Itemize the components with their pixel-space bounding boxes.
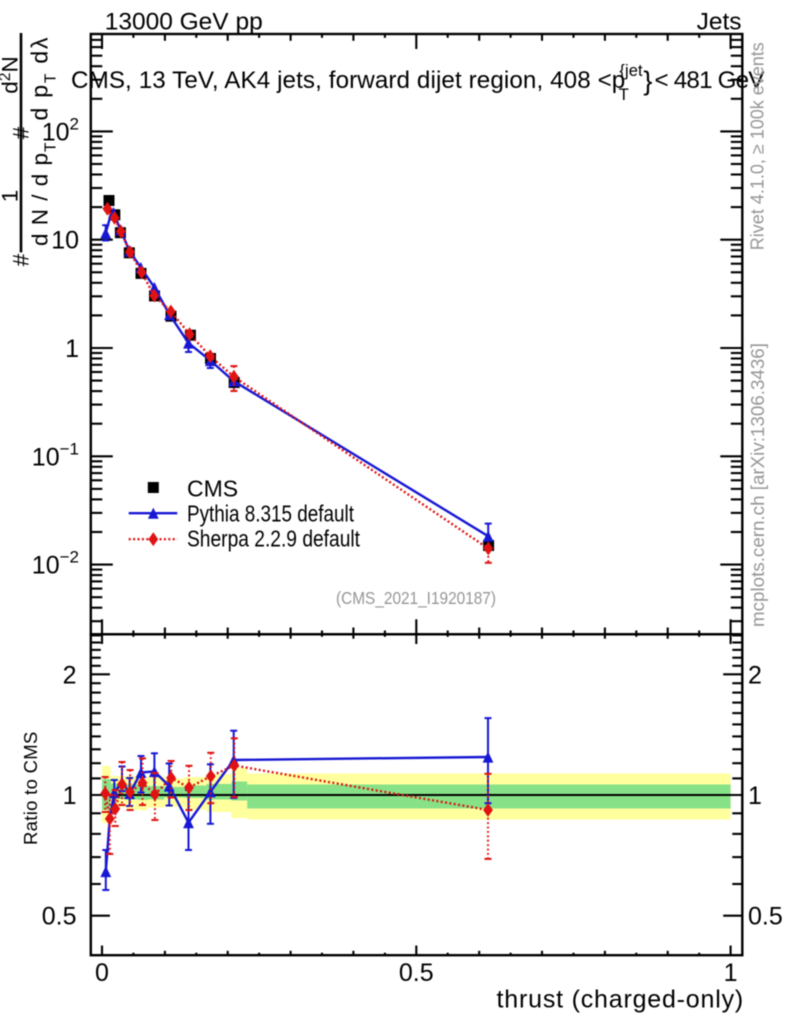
svg-text:1: 1 — [0, 190, 23, 203]
svg-text:1: 1 — [65, 335, 79, 363]
svg-text:1: 1 — [748, 782, 762, 810]
svg-text:0.5: 0.5 — [42, 903, 77, 931]
svg-text:Ratio to CMS: Ratio to CMS — [20, 731, 41, 845]
svg-text:#: # — [9, 253, 34, 266]
svg-text:1: 1 — [724, 959, 738, 987]
svg-text:Pythia 8.315 default: Pythia 8.315 default — [187, 501, 354, 527]
svg-text:thrust (charged-only): thrust (charged-only) — [497, 986, 744, 1014]
svg-text:13000 GeV pp: 13000 GeV pp — [105, 9, 263, 36]
svg-text:10: 10 — [51, 227, 79, 255]
svg-text:Jets: Jets — [697, 9, 742, 36]
svg-text:2: 2 — [63, 661, 77, 689]
svg-text:(CMS_2021_I1920187): (CMS_2021_I1920187) — [336, 588, 496, 609]
svg-text:d2N: d2N — [0, 56, 23, 93]
svg-text:mcplots.cern.ch [arXiv:1306.34: mcplots.cern.ch [arXiv:1306.3436] — [747, 343, 768, 627]
svg-text:2: 2 — [748, 661, 762, 689]
svg-text:CMS: CMS — [187, 476, 238, 502]
svg-text:#: # — [9, 126, 34, 139]
svg-text:0.5: 0.5 — [748, 903, 783, 931]
svg-text:Rivet 4.1.0, ≥ 100k events: Rivet 4.1.0, ≥ 100k events — [748, 42, 768, 250]
svg-text:0: 0 — [95, 959, 109, 987]
svg-text:0.5: 0.5 — [399, 959, 434, 987]
svg-text:1: 1 — [63, 782, 77, 810]
svg-text:Sherpa 2.2.9 default: Sherpa 2.2.9 default — [187, 526, 360, 552]
